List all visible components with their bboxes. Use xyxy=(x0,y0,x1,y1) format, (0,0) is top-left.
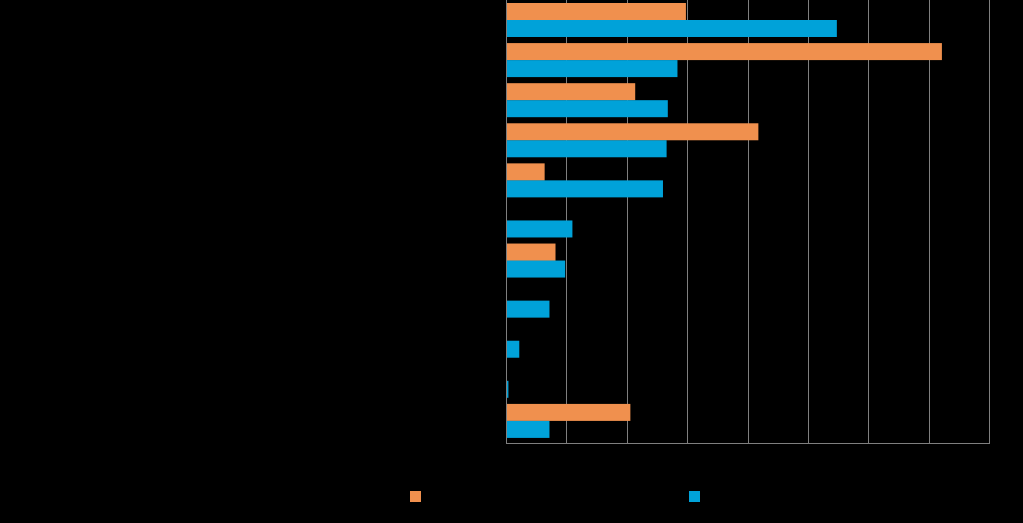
bar-series2-cat4 xyxy=(506,140,667,158)
bar-series2-cat1 xyxy=(506,20,837,37)
bar-series2-cat5 xyxy=(506,180,663,198)
bar-series2-cat3 xyxy=(506,100,668,118)
legend-swatch-series1 xyxy=(410,491,421,502)
bar-series1-cat1 xyxy=(506,3,686,20)
bar-series1-cat7 xyxy=(506,243,556,261)
bar-series1-cat4 xyxy=(506,123,759,141)
bar-series1-cat3 xyxy=(506,83,636,101)
axes xyxy=(506,0,990,444)
bar-series2-cat10 xyxy=(506,380,509,398)
bar-series2-cat7 xyxy=(506,260,566,278)
bar-series2-cat2 xyxy=(506,60,678,78)
bar-series1-cat5 xyxy=(506,163,545,181)
bar-series2-cat9 xyxy=(506,340,520,358)
bar-series1-cat11 xyxy=(506,403,631,421)
bar-series2-cat6 xyxy=(506,220,573,238)
legend-swatch-series2 xyxy=(689,491,700,502)
bar-series2-cat8 xyxy=(506,300,550,318)
bar-series2-cat11 xyxy=(506,420,550,438)
legend xyxy=(410,491,700,502)
bar-series1-cat2 xyxy=(506,43,942,61)
bars xyxy=(506,3,942,438)
